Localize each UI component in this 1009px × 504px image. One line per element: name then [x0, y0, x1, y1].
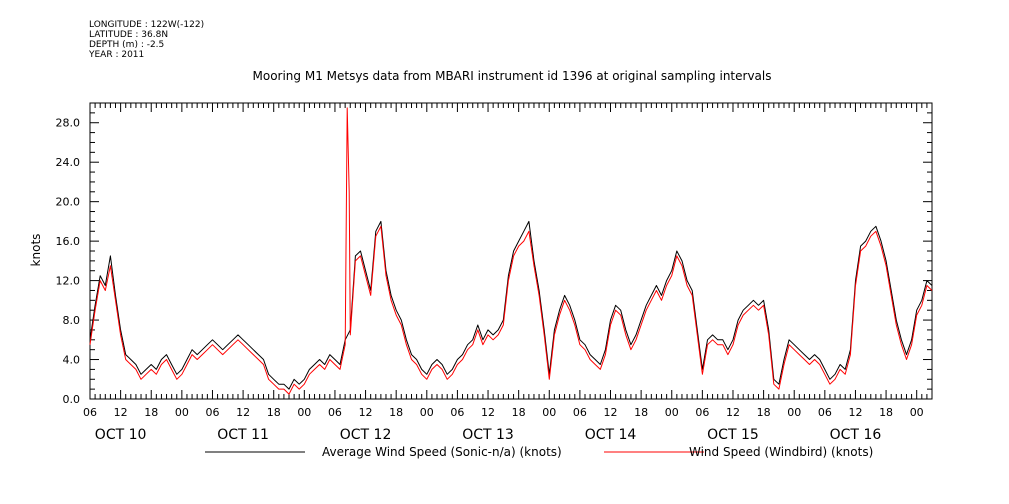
x-day-label: OCT 11	[217, 427, 269, 443]
x-day-label: OCT 13	[462, 427, 514, 443]
x-tick-label: 06	[695, 406, 709, 419]
legend-label-1: Wind Speed (Windbird) (knots)	[689, 445, 873, 459]
x-day-label: OCT 10	[95, 427, 147, 443]
x-axis: 06 12 18 00 06 12 18 00 06 12 18 00 06 12 18 00 06 12 18 00…	[83, 103, 933, 443]
x-tick-label: 18	[389, 406, 403, 419]
y-axis: 0.0 4.0 8.0 12.0 16.0 20.0 24.0 28.0	[56, 102, 932, 406]
x-tick-label: 00	[420, 406, 434, 419]
series-line-0	[89, 220, 933, 390]
x-tick-label: 06	[83, 406, 97, 419]
x-day-label: OCT 14	[585, 427, 637, 443]
series-group	[89, 107, 933, 395]
metadata-block: LONGITUDE : 122W(-122) LATITUDE : 36.8N …	[89, 20, 204, 60]
x-tick-label: 12	[236, 406, 250, 419]
legend-label-0: Average Wind Speed (Sonic-n/a) (knots)	[322, 445, 562, 459]
x-tick-label: 06	[573, 406, 587, 419]
x-tick-label: 00	[297, 406, 311, 419]
x-day-label: OCT 15	[707, 427, 759, 443]
series-line-1	[89, 107, 933, 395]
x-tick-label: 00	[910, 406, 924, 419]
chart-title: Mooring M1 Metsys data from MBARI instru…	[253, 69, 772, 83]
x-tick-label: 06	[818, 406, 832, 419]
x-tick-label: 18	[879, 406, 893, 419]
x-tick-label: 06	[205, 406, 219, 419]
x-tick-label: 12	[359, 406, 373, 419]
x-day-label: OCT 16	[830, 427, 882, 443]
year-label: YEAR : 2011	[89, 50, 145, 60]
y-axis-label: knots	[29, 234, 43, 267]
x-tick-label: 06	[450, 406, 464, 419]
y-tick-label: 4.0	[63, 354, 81, 367]
x-tick-label: 18	[267, 406, 281, 419]
y-tick-label: 8.0	[63, 314, 81, 327]
x-day-label: OCT 12	[340, 427, 392, 443]
y-tick-label: 0.0	[63, 393, 81, 406]
x-tick-label: 12	[114, 406, 128, 419]
latitude-label: LATITUDE : 36.8N	[89, 30, 169, 40]
x-tick-label: 12	[848, 406, 862, 419]
y-tick-label: 24.0	[56, 156, 81, 169]
x-tick-label: 12	[726, 406, 740, 419]
x-tick-label: 12	[481, 406, 495, 419]
x-tick-label: 18	[512, 406, 526, 419]
x-tick-label: 00	[787, 406, 801, 419]
longitude-label: LONGITUDE : 122W(-122)	[89, 20, 205, 30]
x-tick-label: 18	[144, 406, 158, 419]
depth-label: DEPTH (m) : -2.5	[89, 40, 165, 50]
y-tick-label: 16.0	[56, 235, 81, 248]
x-tick-label: 18	[634, 406, 648, 419]
x-tick-label: 12	[604, 406, 618, 419]
y-tick-label: 28.0	[56, 117, 81, 130]
x-tick-label: 00	[175, 406, 189, 419]
x-tick-label: 06	[328, 406, 342, 419]
y-tick-label: 20.0	[56, 196, 81, 209]
x-tick-label: 00	[665, 406, 679, 419]
plot-frame	[89, 102, 933, 400]
x-tick-label: 18	[757, 406, 771, 419]
y-tick-label: 12.0	[56, 275, 81, 288]
x-tick-label: 00	[542, 406, 556, 419]
legend: Average Wind Speed (Sonic-n/a) (knots) Wi…	[205, 445, 873, 459]
